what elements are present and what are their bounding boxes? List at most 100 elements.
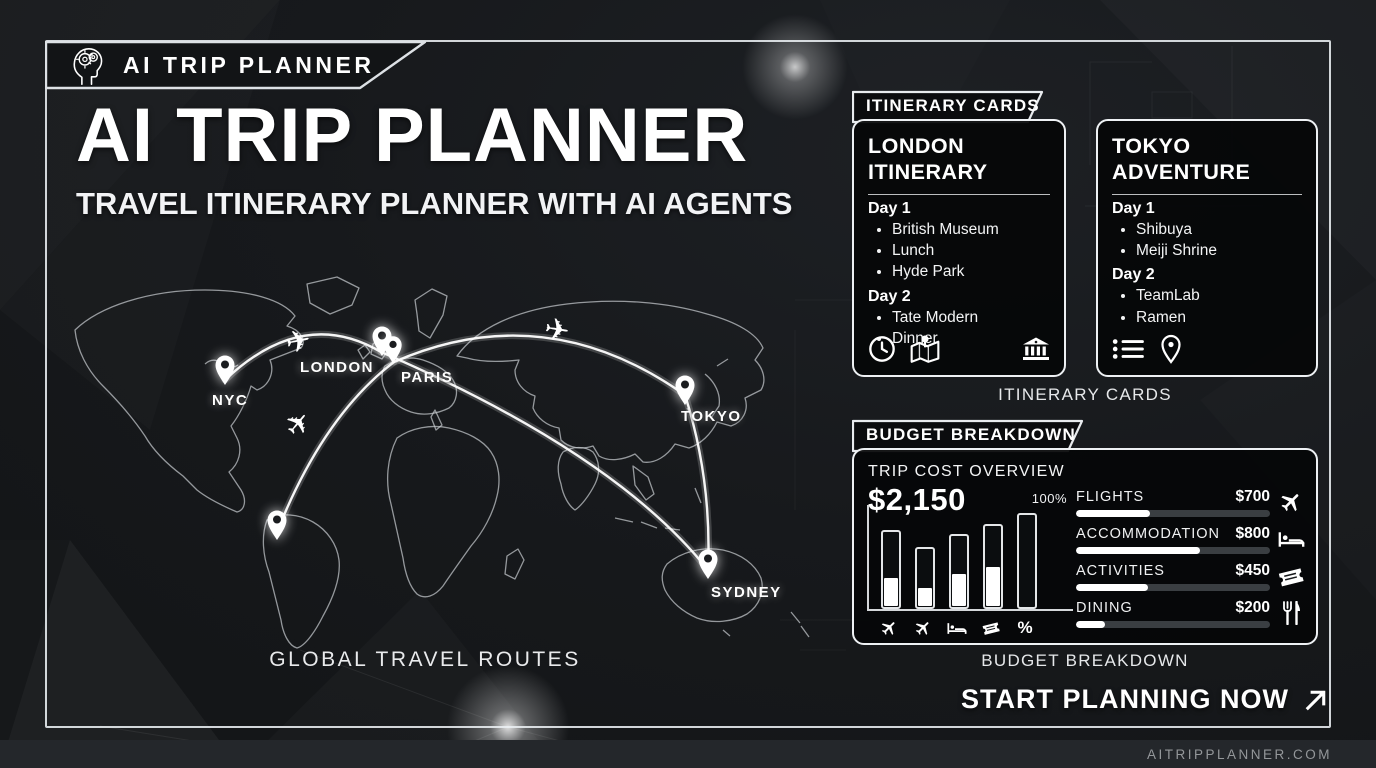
percent-icon: % <box>1017 618 1033 637</box>
itinerary-cards-tab: ITINERARY CARDS <box>852 90 1048 124</box>
map-caption: GLOBAL TRAVEL ROUTES <box>269 648 581 671</box>
chart-bar <box>983 523 1003 609</box>
start-planning-button[interactable]: START PLANNING NOW <box>961 684 1330 715</box>
day-item: Shibuya <box>1136 219 1302 240</box>
day-item: Ramen <box>1136 307 1302 328</box>
day-label: Day 1 <box>868 199 911 217</box>
budget-card[interactable]: TRIP COST OVERVIEW $2,150 100% % <box>852 448 1318 645</box>
plane-icon: ✈ <box>277 403 320 445</box>
chart-axis-icons: % <box>879 618 1035 638</box>
budget-row-activities: ACTIVITIES $450 <box>1076 558 1306 594</box>
header-logo-badge: AI TRIP PLANNER <box>45 40 445 90</box>
day-item-list: Tate ModernDinner <box>892 307 1050 350</box>
chart-bar <box>949 534 969 609</box>
map-label-paris: PARIS <box>401 369 454 386</box>
plane-icon: ✈ <box>542 311 572 350</box>
map-label-london: LONDON <box>300 359 374 376</box>
header-logo-label: AI TRIP PLANNER <box>123 51 375 78</box>
progress-fill <box>1076 546 1201 554</box>
progress-track <box>1076 620 1270 628</box>
list-icon <box>1112 339 1144 359</box>
trip-cost-overview-label: TRIP COST OVERVIEW <box>868 463 1065 480</box>
budget-row-amount: $450 <box>1235 561 1270 579</box>
budget-row-amount: $700 <box>1235 487 1270 505</box>
world-map: ✈ ✈ ✈ <box>74 276 810 649</box>
map-label-sydney: SYDNEY <box>711 584 782 601</box>
budget-row-amount: $200 <box>1235 598 1270 616</box>
bed-icon <box>1278 531 1304 547</box>
divider <box>1112 193 1302 195</box>
badge-shape <box>45 40 427 90</box>
plane-icon <box>881 622 895 635</box>
budget-breakdown-tab: BUDGET BREAKDOWN <box>852 419 1088 453</box>
day-item: Hyde Park <box>892 261 1050 282</box>
budget-section-caption: BUDGET BREAKDOWN <box>981 651 1189 670</box>
plane-icon: ✈ <box>282 322 314 361</box>
day-label: Day 2 <box>868 287 911 305</box>
clock-icon <box>869 336 895 362</box>
day-label: Day 1 <box>1112 199 1155 217</box>
map-pin-south-america <box>264 507 290 546</box>
map-icon <box>910 335 940 363</box>
map-pin-tokyo <box>672 372 698 411</box>
progress-track <box>1076 583 1270 591</box>
budget-row-accommodation: ACCOMMODATION $800 <box>1076 521 1306 557</box>
chart-bar <box>881 529 901 609</box>
plane-icons: ✈ ✈ ✈ <box>277 311 572 445</box>
day-item: Dinner <box>892 328 1050 349</box>
budget-row-label: ACCOMMODATION <box>1076 525 1221 542</box>
divider <box>868 193 1050 195</box>
day-item: Meiji Shrine <box>1136 240 1302 261</box>
budget-rows: FLIGHTS $700 ACCOMMODATION $800 <box>1076 484 1306 632</box>
museum-icon <box>1023 337 1049 360</box>
card-title: LONDON ITINERARY <box>868 134 988 184</box>
page-subtitle: TRAVEL ITINERARY PLANNER WITH AI AGENTS <box>76 185 793 221</box>
map-pin-paris <box>381 333 405 369</box>
chart-bar <box>1017 513 1037 609</box>
budget-bar-chart: 100% <box>867 491 1073 611</box>
plane-icon <box>1281 494 1299 512</box>
budget-tab-label: BUDGET BREAKDOWN <box>866 425 1076 444</box>
plane-icon <box>915 622 929 635</box>
progress-fill <box>1076 620 1106 628</box>
itinerary-card-london[interactable]: LONDON ITINERARY Day 1 British MuseumLunc… <box>852 119 1066 377</box>
budget-row-dining: DINING $200 <box>1076 595 1306 631</box>
footer-bar: AITRIPPLANNER.COM <box>0 740 1376 768</box>
itinerary-section-caption: ITINERARY CARDS <box>998 385 1172 404</box>
travel-routes <box>221 330 713 574</box>
utensils-icon <box>1283 601 1300 625</box>
card-title: TOKYO ADVENTURE <box>1112 134 1251 184</box>
card-days: Day 1 British MuseumLunchHyde Park Day 2 Ta… <box>868 200 1050 350</box>
day-item: British Museum <box>892 219 1050 240</box>
chart-max-annotation: 100% <box>1031 491 1067 506</box>
day-item-list: British MuseumLunchHyde Park <box>892 219 1050 283</box>
budget-row-label: ACTIVITIES <box>1076 562 1165 579</box>
budget-row-amount: $800 <box>1235 524 1270 542</box>
progress-fill <box>1076 583 1148 591</box>
day-item: Tate Modern <box>892 307 1050 328</box>
map-pin-sydney <box>695 546 721 585</box>
progress-fill <box>1076 509 1150 517</box>
pin-icon <box>1161 334 1181 364</box>
budget-row-label: DINING <box>1076 599 1133 616</box>
map-pin-nyc <box>212 352 238 391</box>
day-item: TeamLab <box>1136 285 1302 306</box>
day-item: Lunch <box>892 240 1050 261</box>
ticket-icon <box>1278 567 1304 586</box>
budget-row-label: FLIGHTS <box>1076 488 1145 505</box>
map-label-tokyo: TOKYO <box>681 408 742 425</box>
day-item-list: TeamLabRamen <box>1136 285 1302 328</box>
brain-head-logo-icon <box>73 48 103 86</box>
page-title: AI TRIP PLANNER <box>76 93 749 178</box>
card-days: Day 1 ShibuyaMeiji Shrine Day 2TeamLabRame… <box>1112 200 1302 329</box>
budget-row-flights: FLIGHTS $700 <box>1076 484 1306 520</box>
ticket-icon <box>982 622 1000 635</box>
trip-total-cost: $2,150 <box>868 482 966 517</box>
itinerary-card-tokyo[interactable]: TOKYO ADVENTURE Day 1 ShibuyaMeiji Shrine… <box>1096 119 1318 377</box>
day-label: Day 2 <box>1112 266 1155 284</box>
bed-icon <box>947 622 967 634</box>
footer-url[interactable]: AITRIPPLANNER.COM <box>1146 746 1332 762</box>
map-label-nyc: NYC <box>212 392 249 409</box>
itinerary-tab-label: ITINERARY CARDS <box>866 96 1040 115</box>
